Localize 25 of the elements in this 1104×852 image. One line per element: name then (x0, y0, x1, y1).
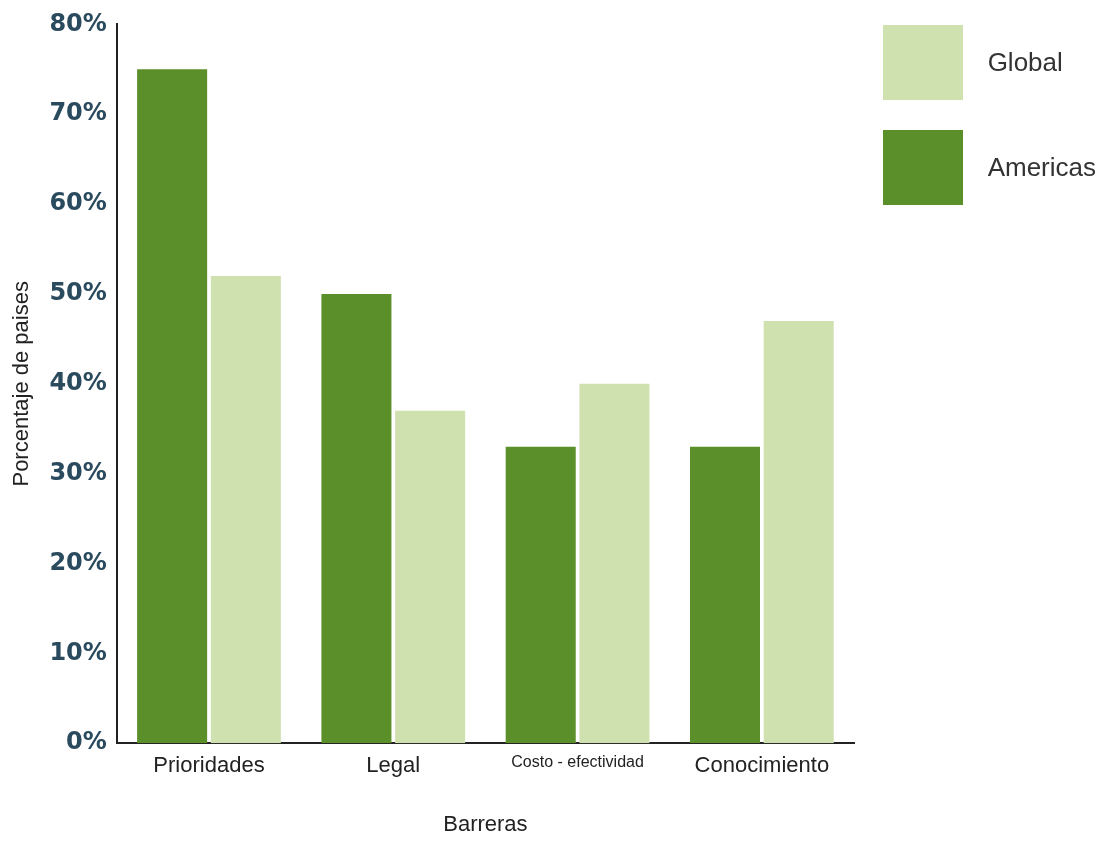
bar (763, 320, 834, 744)
bar (579, 383, 650, 744)
y-tick-label: 60% (49, 188, 107, 217)
text: Americas (987, 152, 1096, 183)
y-axis-title: Porcentaje de paises (8, 281, 34, 487)
x-tick-label: Costo - efectividad (511, 753, 644, 771)
x-axis-title: Barreras (443, 810, 528, 836)
bar (321, 293, 392, 744)
bar (505, 446, 576, 744)
y-tick-label: 0% (66, 727, 107, 756)
y-tick-label: 50% (49, 278, 107, 307)
bar (395, 410, 466, 744)
x-tick-label: Conocimiento (694, 752, 830, 778)
y-tick-label: 70% (49, 98, 107, 127)
y-tick-label: 30% (49, 457, 107, 486)
x-tick-label: Prioridades (153, 752, 265, 778)
bar (689, 446, 761, 744)
y-tick-label: 40% (49, 368, 107, 397)
bar (210, 275, 281, 744)
y-tick-label: 80% (49, 8, 107, 37)
y-tick-label: 20% (49, 547, 107, 576)
bar (137, 69, 208, 744)
text: Global (987, 47, 1063, 78)
y-tick-label: 10% (49, 637, 107, 666)
x-tick-label: Legal (366, 752, 421, 778)
